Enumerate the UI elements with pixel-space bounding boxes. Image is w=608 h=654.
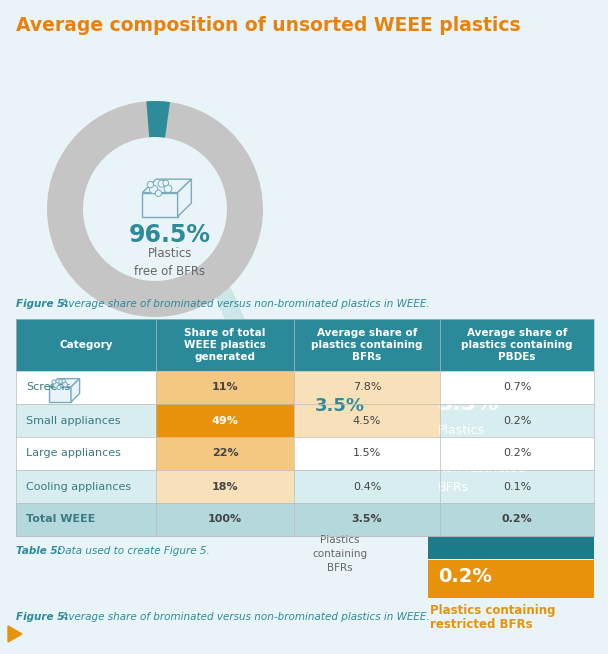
Bar (16, 503, 594, 536)
Text: 49%: 49% (212, 415, 238, 426)
Text: Average share of brominated versus non-brominated plastics in WEEE.: Average share of brominated versus non-b… (58, 612, 430, 622)
Circle shape (335, 475, 339, 479)
Text: Small appliances: Small appliances (26, 415, 120, 426)
Text: Category: Category (59, 340, 112, 350)
Bar (16, 371, 594, 404)
Polygon shape (178, 179, 192, 216)
Bar (440, 371, 594, 404)
Text: 96.5%: 96.5% (129, 223, 211, 247)
Polygon shape (49, 379, 80, 387)
Bar (294, 437, 440, 470)
Text: 0.1%: 0.1% (503, 481, 531, 492)
Circle shape (47, 101, 263, 317)
Text: 0.2%: 0.2% (438, 567, 492, 586)
Polygon shape (328, 469, 356, 476)
Text: 11%: 11% (212, 383, 238, 392)
Text: Plastics
free of BFRs: Plastics free of BFRs (134, 247, 206, 278)
Bar (294, 371, 440, 404)
Polygon shape (328, 476, 348, 490)
Text: 0.2%: 0.2% (503, 415, 531, 426)
Bar (294, 404, 440, 437)
Text: Share of total
WEEE plastics
generated: Share of total WEEE plastics generated (184, 328, 266, 362)
Text: Table 5:: Table 5: (16, 546, 62, 556)
Text: Plastics
containing
non-restricted
BFRs: Plastics containing non-restricted BFRs (438, 424, 526, 494)
Text: Figure 5:: Figure 5: (16, 612, 69, 622)
Text: Screens: Screens (26, 383, 71, 392)
Circle shape (331, 470, 334, 473)
Text: Average share of
plastics containing
BFRs: Average share of plastics containing BFR… (311, 328, 423, 362)
Bar (156, 371, 294, 404)
Polygon shape (8, 626, 22, 642)
Bar (440, 437, 594, 470)
Bar (440, 470, 594, 503)
Polygon shape (348, 469, 356, 490)
Text: Cooling appliances: Cooling appliances (26, 481, 131, 492)
Circle shape (332, 472, 337, 477)
Wedge shape (147, 101, 170, 209)
Text: Figure 5:: Figure 5: (16, 299, 69, 309)
Text: 4.5%: 4.5% (353, 415, 381, 426)
Text: Data used to create Figure 5.: Data used to create Figure 5. (54, 546, 210, 556)
Bar (156, 470, 294, 503)
Bar (294, 470, 440, 503)
Text: 0.7%: 0.7% (503, 383, 531, 392)
Circle shape (155, 190, 162, 196)
Text: 1.5%: 1.5% (353, 449, 381, 458)
Bar (428, 560, 594, 598)
Bar (428, 384, 594, 559)
Circle shape (150, 185, 157, 194)
Text: Plastics
containing
BFRs: Plastics containing BFRs (313, 535, 368, 573)
Circle shape (163, 180, 168, 186)
Bar (156, 437, 294, 470)
Bar (16, 437, 594, 470)
Text: Average share of brominated versus non-brominated plastics in WEEE.: Average share of brominated versus non-b… (58, 299, 430, 309)
Polygon shape (71, 379, 80, 402)
Circle shape (52, 380, 56, 384)
Circle shape (164, 185, 172, 192)
Text: Plastics containing: Plastics containing (430, 604, 556, 617)
Bar (16, 470, 594, 503)
Bar (16, 404, 594, 437)
Circle shape (337, 470, 341, 473)
Circle shape (147, 181, 154, 188)
Polygon shape (142, 192, 178, 216)
Text: Large appliances: Large appliances (26, 449, 121, 458)
Circle shape (57, 385, 61, 389)
Text: 22%: 22% (212, 449, 238, 458)
Circle shape (285, 421, 395, 531)
Circle shape (83, 137, 227, 281)
Circle shape (340, 472, 345, 476)
Circle shape (158, 180, 165, 187)
Text: 0.4%: 0.4% (353, 481, 381, 492)
Text: 18%: 18% (212, 481, 238, 492)
Text: 100%: 100% (208, 515, 242, 525)
Circle shape (63, 382, 67, 387)
Text: 0.2%: 0.2% (502, 515, 533, 525)
Text: Average composition of unsorted WEEE plastics: Average composition of unsorted WEEE pla… (16, 16, 520, 35)
Text: 7.8%: 7.8% (353, 383, 381, 392)
Text: Average share of
plastics containing
PBDEs: Average share of plastics containing PBD… (461, 328, 573, 362)
Bar (16, 319, 594, 371)
Circle shape (54, 383, 58, 388)
Text: 3.3%: 3.3% (438, 394, 500, 414)
Polygon shape (142, 179, 192, 192)
Polygon shape (151, 137, 302, 506)
Text: restricted BFRs: restricted BFRs (430, 618, 533, 631)
Text: 3.5%: 3.5% (351, 515, 382, 525)
Circle shape (340, 470, 343, 473)
Circle shape (62, 379, 66, 383)
Bar (156, 404, 294, 437)
Polygon shape (49, 387, 71, 402)
Text: 3.5%: 3.5% (315, 397, 365, 415)
Bar (440, 404, 594, 437)
Text: Total WEEE: Total WEEE (26, 515, 95, 525)
Circle shape (59, 379, 63, 384)
Text: 0.2%: 0.2% (503, 449, 531, 458)
